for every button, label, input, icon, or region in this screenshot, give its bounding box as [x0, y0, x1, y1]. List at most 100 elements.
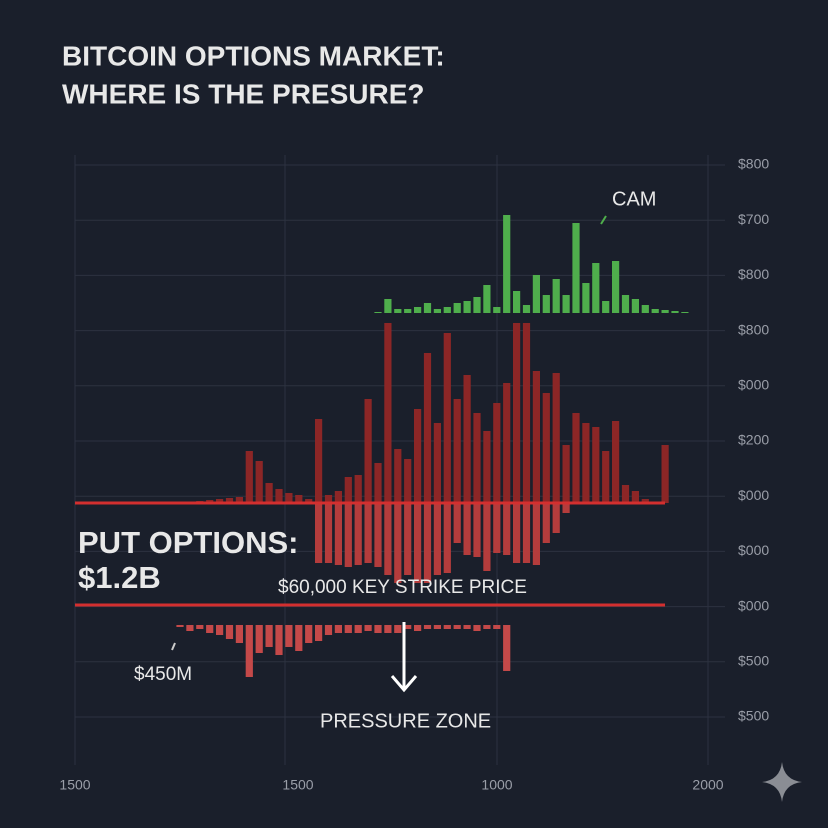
bar: [463, 301, 471, 313]
bar: [186, 625, 194, 631]
title-line: BITCOIN OPTIONS MARKET:: [62, 40, 445, 71]
annotation: $60,000 KEY STRIKE PRICE: [278, 577, 527, 598]
bar: [354, 625, 362, 633]
bar: [423, 625, 432, 629]
bar: [384, 299, 392, 313]
bar: [453, 399, 461, 503]
bar: [404, 309, 412, 313]
bar: [414, 307, 422, 313]
x-axis-label: 1500: [282, 777, 313, 793]
bar: [364, 399, 372, 503]
bar: [513, 323, 521, 503]
y-axis-label: $500: [738, 653, 769, 669]
bar: [671, 311, 679, 313]
bar: [443, 625, 451, 629]
bar: [493, 503, 501, 553]
bar: [235, 625, 243, 643]
bar: [374, 312, 382, 313]
bar: [503, 383, 511, 503]
bar: [631, 299, 639, 313]
x-axis-label: 1000: [481, 777, 512, 793]
y-axis-label: $700: [738, 211, 769, 227]
bar: [582, 423, 590, 503]
bar: [305, 499, 313, 503]
bar: [255, 625, 263, 653]
bar: [344, 503, 352, 567]
bar: [245, 625, 253, 677]
bar: [344, 625, 352, 633]
bar: [414, 625, 422, 631]
bar: [562, 445, 570, 503]
bar: [384, 625, 392, 633]
bar: [394, 503, 402, 583]
bar: [621, 295, 630, 313]
bar: [661, 310, 669, 313]
y-axis-label: $000: [738, 542, 769, 558]
bar: [522, 503, 531, 563]
bar: [404, 459, 412, 503]
y-axis-label: $500: [738, 708, 769, 724]
bar: [334, 503, 342, 565]
bar: [483, 285, 491, 313]
bar: [513, 503, 521, 563]
bar: [394, 449, 402, 503]
bar: [176, 625, 184, 627]
bar: [285, 493, 293, 503]
bar: [612, 421, 620, 503]
bar: [602, 301, 610, 313]
bar: [265, 625, 273, 647]
bar: [602, 451, 610, 503]
pointer: [600, 215, 607, 225]
bar: [443, 503, 451, 573]
bar: [206, 625, 214, 633]
bar: [532, 371, 540, 503]
bar: [374, 463, 382, 503]
bar: [374, 503, 382, 567]
bar: [423, 503, 432, 583]
bar: [433, 309, 441, 313]
bar: [423, 353, 432, 503]
bar: [275, 625, 283, 655]
bar: [364, 625, 372, 631]
bar: [305, 625, 313, 643]
bar: [255, 461, 263, 503]
bar: [216, 499, 224, 503]
bar: [364, 503, 372, 563]
y-axis-label: $000: [738, 487, 769, 503]
bar: [275, 489, 283, 503]
title-line: WHERE IS THE PRESURE?: [62, 78, 424, 109]
bar: [552, 503, 560, 533]
bar: [433, 625, 441, 629]
bar: [216, 625, 224, 635]
bars: [176, 215, 689, 677]
bar: [453, 303, 461, 313]
bar: [582, 283, 590, 313]
bar: [433, 503, 441, 575]
bar: [473, 297, 481, 313]
bar: [532, 503, 540, 565]
bar: [483, 431, 491, 503]
bar: [522, 305, 531, 313]
bar: [295, 495, 303, 503]
bar: [384, 323, 392, 503]
bar: [433, 423, 441, 503]
bar: [473, 413, 481, 503]
annotation: $1.2B: [78, 560, 161, 595]
bar: [324, 495, 333, 503]
y-axis-label: $800: [738, 266, 769, 282]
bar: [344, 477, 352, 503]
bar: [621, 485, 630, 503]
bar: [612, 261, 620, 313]
bar: [414, 503, 422, 583]
bar: [453, 503, 461, 543]
bar: [295, 625, 303, 651]
bar: [394, 625, 402, 633]
pointer: [171, 642, 176, 651]
bar: [552, 279, 560, 313]
bar: [324, 625, 333, 635]
bar: [354, 503, 362, 565]
bar: [542, 503, 550, 543]
bar: [592, 263, 600, 313]
bar: [315, 419, 323, 503]
bar: [552, 373, 560, 503]
